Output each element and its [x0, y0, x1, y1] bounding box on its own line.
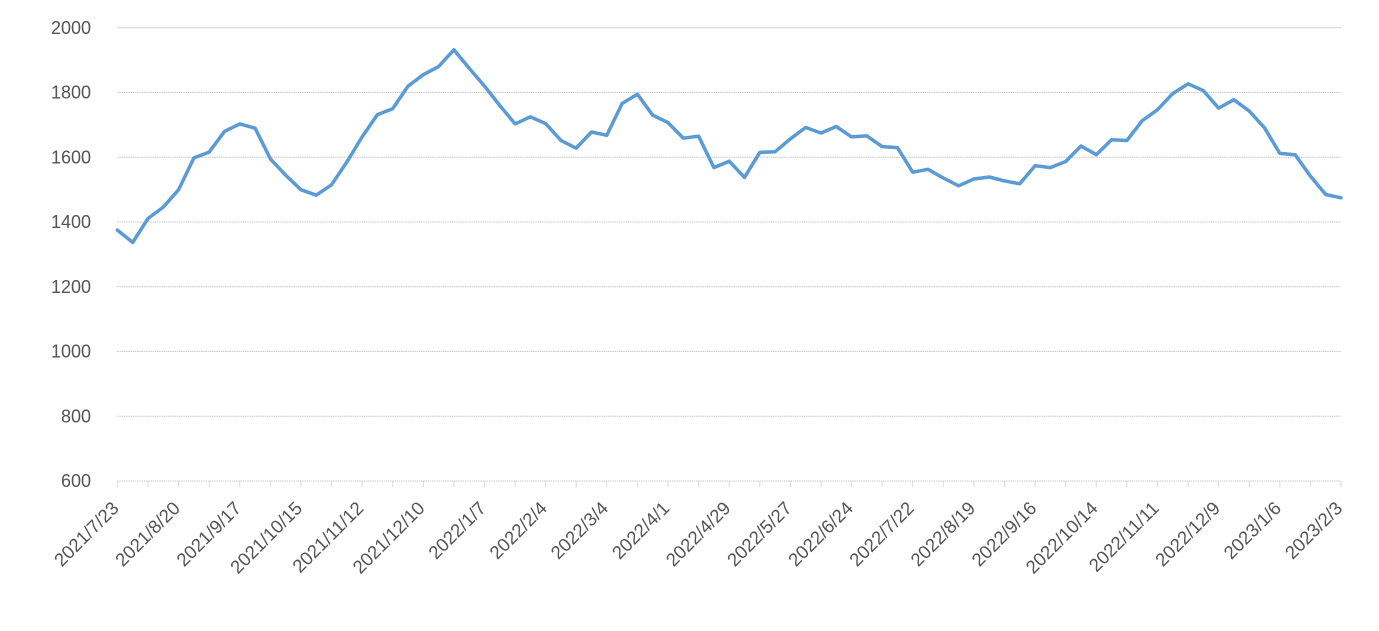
svg-text:600: 600	[61, 471, 91, 491]
svg-text:1600: 1600	[51, 147, 91, 167]
svg-text:1000: 1000	[51, 342, 91, 362]
svg-text:1200: 1200	[51, 277, 91, 297]
svg-text:1800: 1800	[51, 83, 91, 103]
svg-text:800: 800	[61, 406, 91, 426]
svg-text:1400: 1400	[51, 212, 91, 232]
svg-text:2000: 2000	[51, 18, 91, 38]
